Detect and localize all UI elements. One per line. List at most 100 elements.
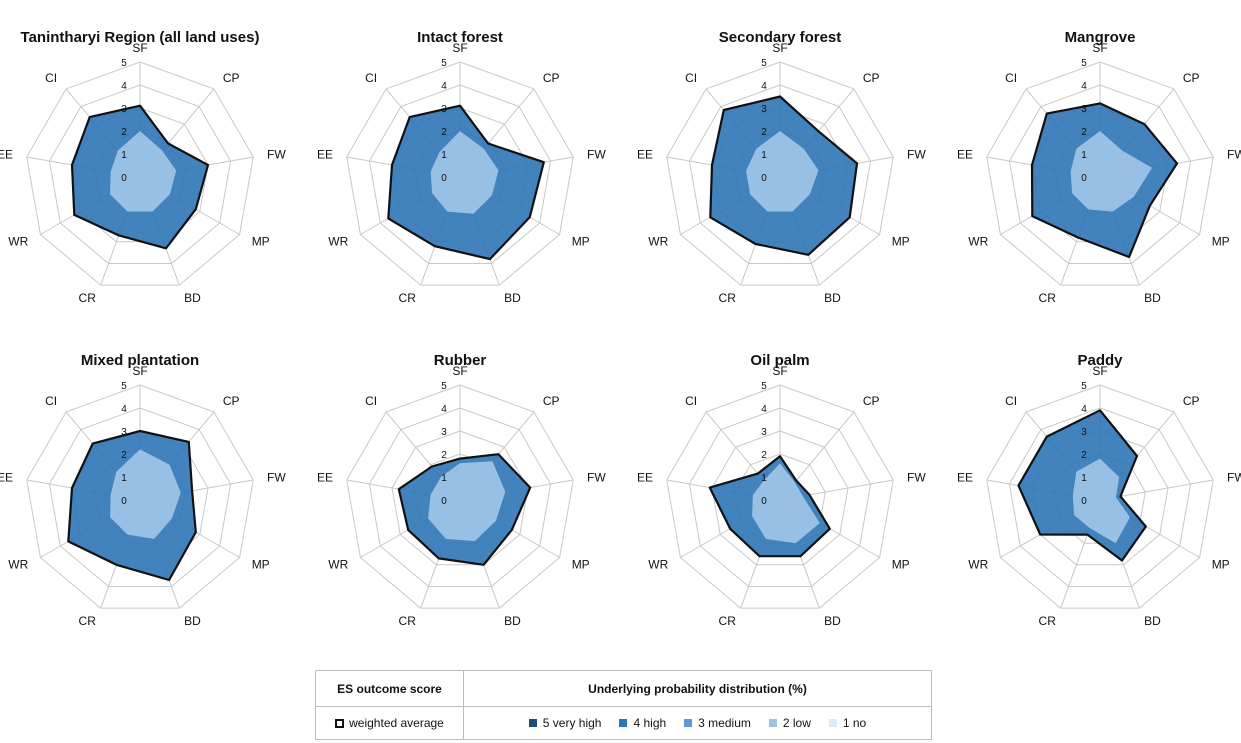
axis-label: CI [685,71,697,85]
tick-label: 5 [121,381,127,392]
grid-ring [48,407,232,587]
grid-ring [368,407,552,587]
axis-label: MP [892,558,910,572]
weighted-average-line [70,104,210,250]
legend-label: 2 low [782,716,811,730]
low-distribution-area [746,131,819,212]
axis-label: CP [223,394,240,408]
axis-label: MP [1212,235,1230,249]
axis-label: MP [572,558,590,572]
axis-label: BD [824,614,841,628]
tick-label: 3 [761,427,767,438]
high-swatch [619,719,628,727]
axis-label: FW [907,148,926,162]
axis-label: MP [252,235,270,249]
tick-label: 4 [761,81,767,92]
axis-label: EE [637,471,653,485]
radar-chart: Secondary forest 0 1 2 3 4 5 SF CP FW MP BD CR WR EE CI [637,29,926,305]
grid-ring [688,407,872,587]
axis-label: BD [504,291,521,305]
tick-label: 5 [441,58,447,69]
axis-label: MP [572,235,590,249]
chart-title: Tanintharyi Region (all land uses) [21,29,260,46]
no-swatch [828,719,837,727]
axis-label: FW [267,471,286,485]
axis-label: WR [968,558,988,572]
weighted-average-line [708,455,831,558]
axis-label: BD [824,291,841,305]
tick-label: 2 [441,450,447,461]
low-swatch [768,719,777,727]
axis-label: CI [45,71,57,85]
weighted-average-line [397,453,532,566]
grid-ring [986,384,1214,609]
legend-item-high: 4 high [619,716,666,730]
axis-label: SF [132,41,147,55]
tick-label: 2 [121,127,127,138]
tick-label: 0 [441,496,447,507]
tick-label: 5 [761,381,767,392]
grid-ring [26,61,254,286]
axis-label: CP [863,394,880,408]
tick-label: 2 [761,127,767,138]
low-distribution-area [428,461,506,542]
axis-label: CR [79,614,97,628]
low-distribution-area [752,463,820,544]
tick-label: 1 [1081,473,1087,484]
axis-label: CR [1039,614,1057,628]
axis-label: SF [1092,41,1107,55]
grid-ring [688,84,872,264]
axis-label: CP [223,71,240,85]
tick-label: 4 [1081,404,1087,415]
legend-item-low: 2 low [768,716,811,730]
legend-item-no: 1 no [828,716,866,730]
tick-label: 0 [761,496,767,507]
grid-ring [1008,84,1192,264]
tick-label: 5 [441,381,447,392]
chart-title: Intact forest [417,29,503,46]
axis-label: CP [1183,394,1200,408]
grid-ring [666,61,894,286]
axis-label: BD [1144,291,1161,305]
weighted-average-line [67,429,197,582]
tick-label: 1 [121,150,127,161]
tick-label: 5 [121,58,127,69]
tick-label: 3 [441,104,447,115]
axis-label: MP [252,558,270,572]
tick-label: 0 [121,173,127,184]
grid-ring [346,61,574,286]
low-distribution-area [430,131,499,214]
axis-label: FW [907,471,926,485]
grid-ring [711,430,849,566]
axis-label: SF [452,364,467,378]
tick-label: 3 [121,427,127,438]
legend-header-distribution: Underlying probability distribution (%) [588,681,807,696]
axis-label: CI [685,394,697,408]
axis-label: EE [957,148,973,162]
axis-label: SF [772,41,787,55]
tick-label: 0 [441,173,447,184]
tick-label: 1 [441,150,447,161]
tick-label: 4 [441,81,447,92]
tick-label: 1 [761,150,767,161]
tick-label: 1 [761,473,767,484]
axis-label: WR [648,235,668,249]
chart-title: Secondary forest [719,29,842,46]
axis-label: FW [587,471,606,485]
legend-table: ES outcome score Underlying probability … [315,670,932,740]
tick-label: 4 [441,404,447,415]
axis-label: WR [648,558,668,572]
axis-label: EE [0,148,13,162]
weighted-average-line [1017,409,1147,562]
radar-chart: Mixed plantation 0 1 2 3 4 5 SF CP FW MP BD CR WR EE CI [0,352,286,628]
tick-label: 1 [121,473,127,484]
weighted-average-swatch [335,718,345,728]
legend-item-medium: 3 medium [684,716,751,730]
axis-label: FW [587,148,606,162]
grid-ring [368,84,552,264]
axis-label: BD [504,614,521,628]
axis-label: CR [719,291,737,305]
medium-swatch [684,719,693,727]
tick-label: 4 [1081,81,1087,92]
legend-divider [316,706,931,707]
